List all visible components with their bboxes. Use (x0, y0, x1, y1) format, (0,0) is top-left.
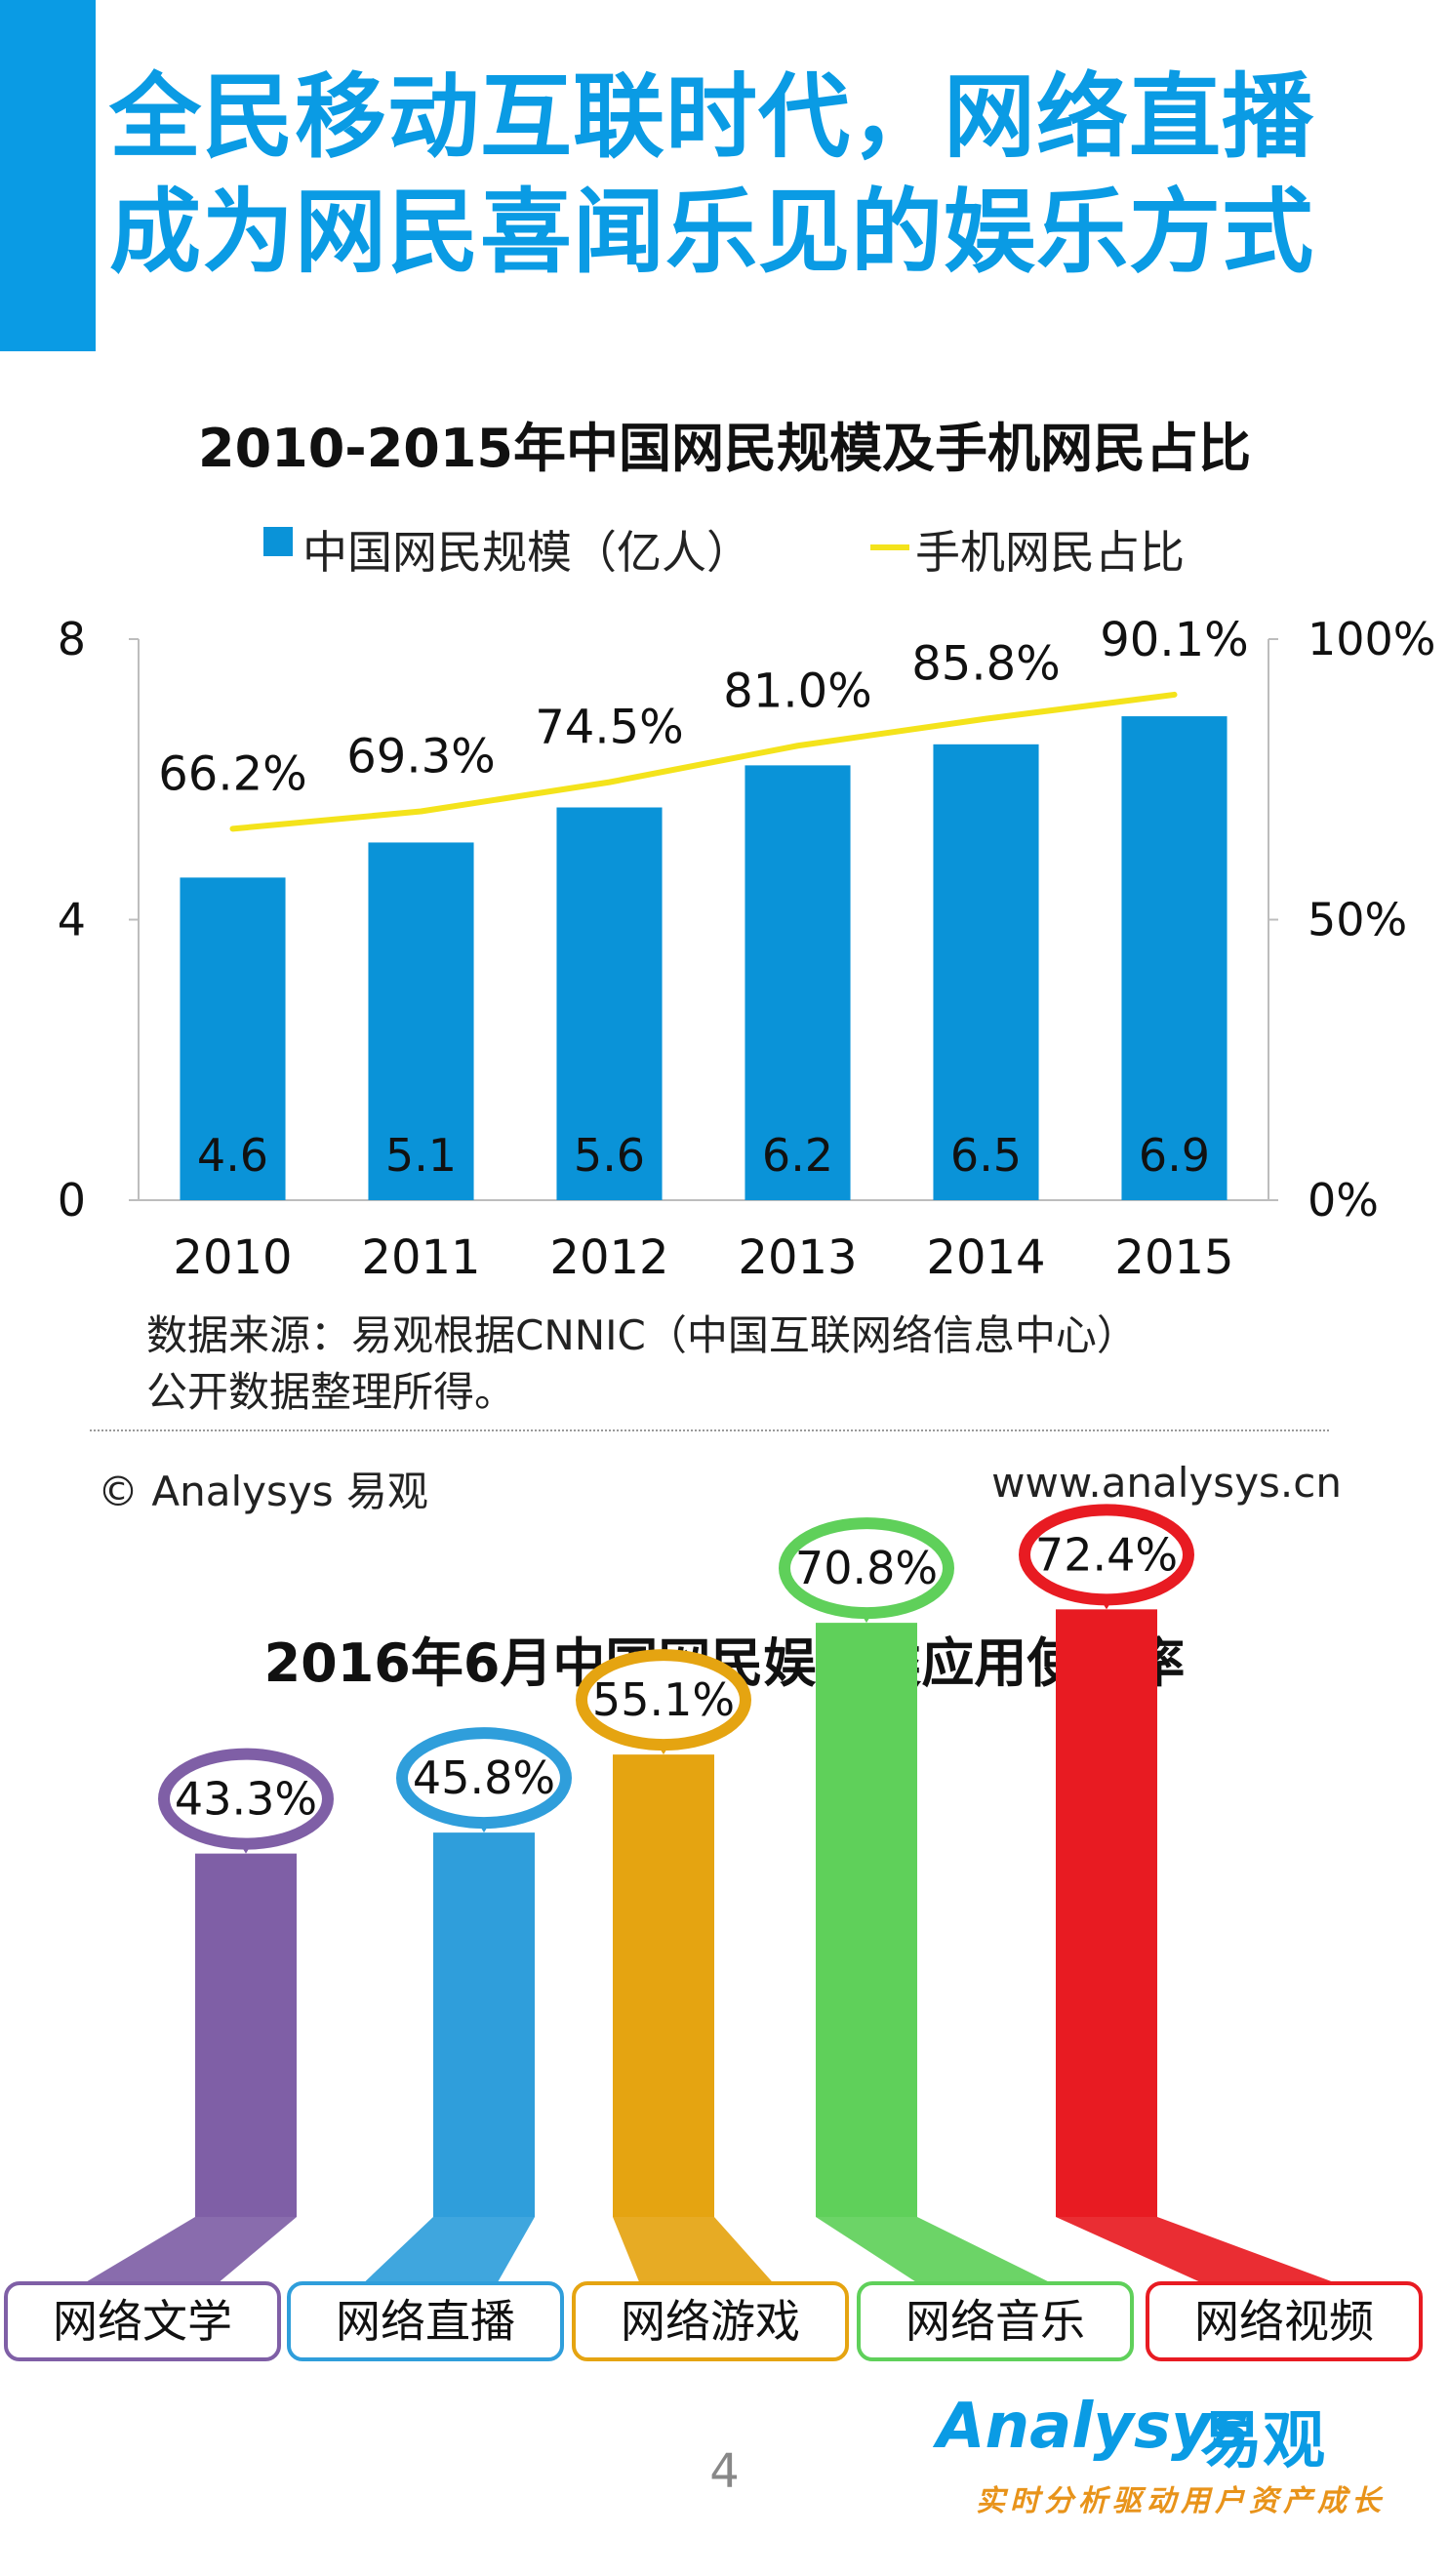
line-value-label: 85.8% (911, 637, 1060, 692)
copyright-text: © Analysys 易观 (98, 1468, 428, 1515)
bar-2014 (933, 744, 1039, 1200)
line-value-label: 90.1% (1100, 613, 1248, 667)
bar-2012 (556, 807, 663, 1200)
category-box (287, 2281, 564, 2361)
value-bubble (779, 1517, 954, 1620)
website-link[interactable]: www.analysys.cn (991, 1459, 1342, 1507)
category-box (1146, 2281, 1423, 2361)
bar-value-label: 5.1 (385, 1129, 457, 1182)
x-tick-label: 2013 (738, 1230, 857, 1285)
page-title-line-2: 成为网民喜闻乐见的娱乐方式 (109, 180, 1315, 286)
page-title-line-1: 全民移动互联时代，网络直播 (109, 64, 1315, 171)
x-tick-label: 2011 (361, 1230, 480, 1285)
pillar-ramp (357, 2217, 535, 2289)
logo-slogan: 实时分析驱动用户资产成长 (976, 2484, 1386, 2518)
pillar-value-label: 70.8% (795, 1542, 938, 1594)
page-number: 4 (709, 2444, 740, 2499)
page-title: 全民移动互联时代，网络直播 成为网民喜闻乐见的娱乐方式 (109, 60, 1436, 291)
chart1-plot: 0 4 8 0% 50% 100% 4.6 2010 5.1 2011 5.6 2012 6.2 2013… (58, 613, 1436, 1285)
pillar-value-label: 45.8% (413, 1751, 555, 1804)
accent-bar (0, 0, 96, 351)
legend-bar-label: 中国网民规模（亿人） (302, 526, 751, 579)
pillar-ramp (1056, 2217, 1352, 2289)
bar-value-label: 6.2 (762, 1129, 833, 1182)
y-tick-label: 0 (58, 1174, 86, 1227)
pillar-ramp (613, 2217, 779, 2289)
line-value-label: 69.3% (346, 730, 495, 785)
pillar-网络音乐 (816, 1623, 917, 2217)
value-bubble (158, 1748, 334, 1850)
pillar-value-label: 43.3% (175, 1773, 317, 1826)
category-box (4, 2281, 281, 2361)
bar-2010 (180, 877, 286, 1200)
analysys-logo: Analysys 易观 实时分析驱动用户资产成长 (937, 2391, 1381, 2518)
category-label: 网络文学 (53, 2295, 232, 2348)
y-tick-label: 8 (58, 613, 86, 665)
bar-value-label: 4.6 (197, 1129, 268, 1182)
y2-tick-label: 50% (1308, 894, 1407, 946)
bar-value-label: 6.5 (950, 1129, 1022, 1182)
bar-2011 (368, 842, 474, 1200)
category-box (572, 2281, 849, 2361)
pillar-网络文学 (195, 1853, 297, 2217)
pillar-value-label: 55.1% (592, 1673, 735, 1726)
bar-value-label: 6.9 (1139, 1129, 1210, 1182)
bar-2015 (1121, 716, 1228, 1200)
value-bubble (396, 1727, 572, 1830)
value-bubble (576, 1649, 751, 1751)
pillar-value-label: 72.4% (1035, 1528, 1178, 1581)
data-source-note: 数据来源：易观根据CNNIC（中国互联网络信息中心） 公开数据整理所得。 (146, 1308, 1138, 1421)
category-label: 网络游戏 (621, 2295, 800, 2348)
category-label: 网络视频 (1194, 2295, 1374, 2348)
chart2-plot: 43.3% 网络文学 45.8% 网络直播 55.1% 网络游戏 70.8% 网络音乐 72.4… (4, 1504, 1423, 2361)
data-source-line-2: 公开数据整理所得。 (146, 1368, 516, 1416)
x-tick-label: 2014 (926, 1230, 1045, 1285)
data-source-line-1: 数据来源：易观根据CNNIC（中国互联网络信息中心） (146, 1311, 1138, 1359)
pillar-网络游戏 (613, 1754, 714, 2217)
legend-line-swatch (870, 544, 909, 550)
line-value-label: 74.5% (535, 701, 683, 755)
pillar-ramp (74, 2217, 297, 2289)
x-tick-label: 2012 (549, 1230, 668, 1285)
bar-2013 (745, 765, 851, 1200)
category-box (857, 2281, 1134, 2361)
mobile-share-line (229, 691, 1178, 832)
logo-english: Analysys (937, 2391, 1249, 2463)
x-tick-label: 2015 (1114, 1230, 1233, 1285)
legend-line-label: 手机网民占比 (915, 526, 1185, 579)
line-value-label: 81.0% (723, 664, 871, 718)
chart1-title: 2010-2015年中国网民规模及手机网民占比 (198, 418, 1251, 479)
bar-value-label: 5.6 (574, 1129, 645, 1182)
y2-tick-label: 100% (1308, 613, 1436, 665)
value-bubble (1019, 1504, 1194, 1606)
y2-tick-label: 0% (1308, 1174, 1379, 1227)
line-value-label: 66.2% (158, 746, 306, 801)
x-tick-label: 2010 (173, 1230, 292, 1285)
dotted-divider (90, 1429, 1329, 1431)
y-tick-label: 4 (58, 894, 86, 946)
pillar-ramp (816, 2217, 1064, 2289)
category-label: 网络直播 (336, 2295, 515, 2348)
logo-chinese: 易观 (1200, 2405, 1325, 2477)
category-label: 网络音乐 (906, 2295, 1085, 2348)
pillar-网络直播 (433, 1832, 535, 2217)
pillar-网络视频 (1056, 1609, 1157, 2217)
legend-bar-swatch (263, 527, 293, 556)
